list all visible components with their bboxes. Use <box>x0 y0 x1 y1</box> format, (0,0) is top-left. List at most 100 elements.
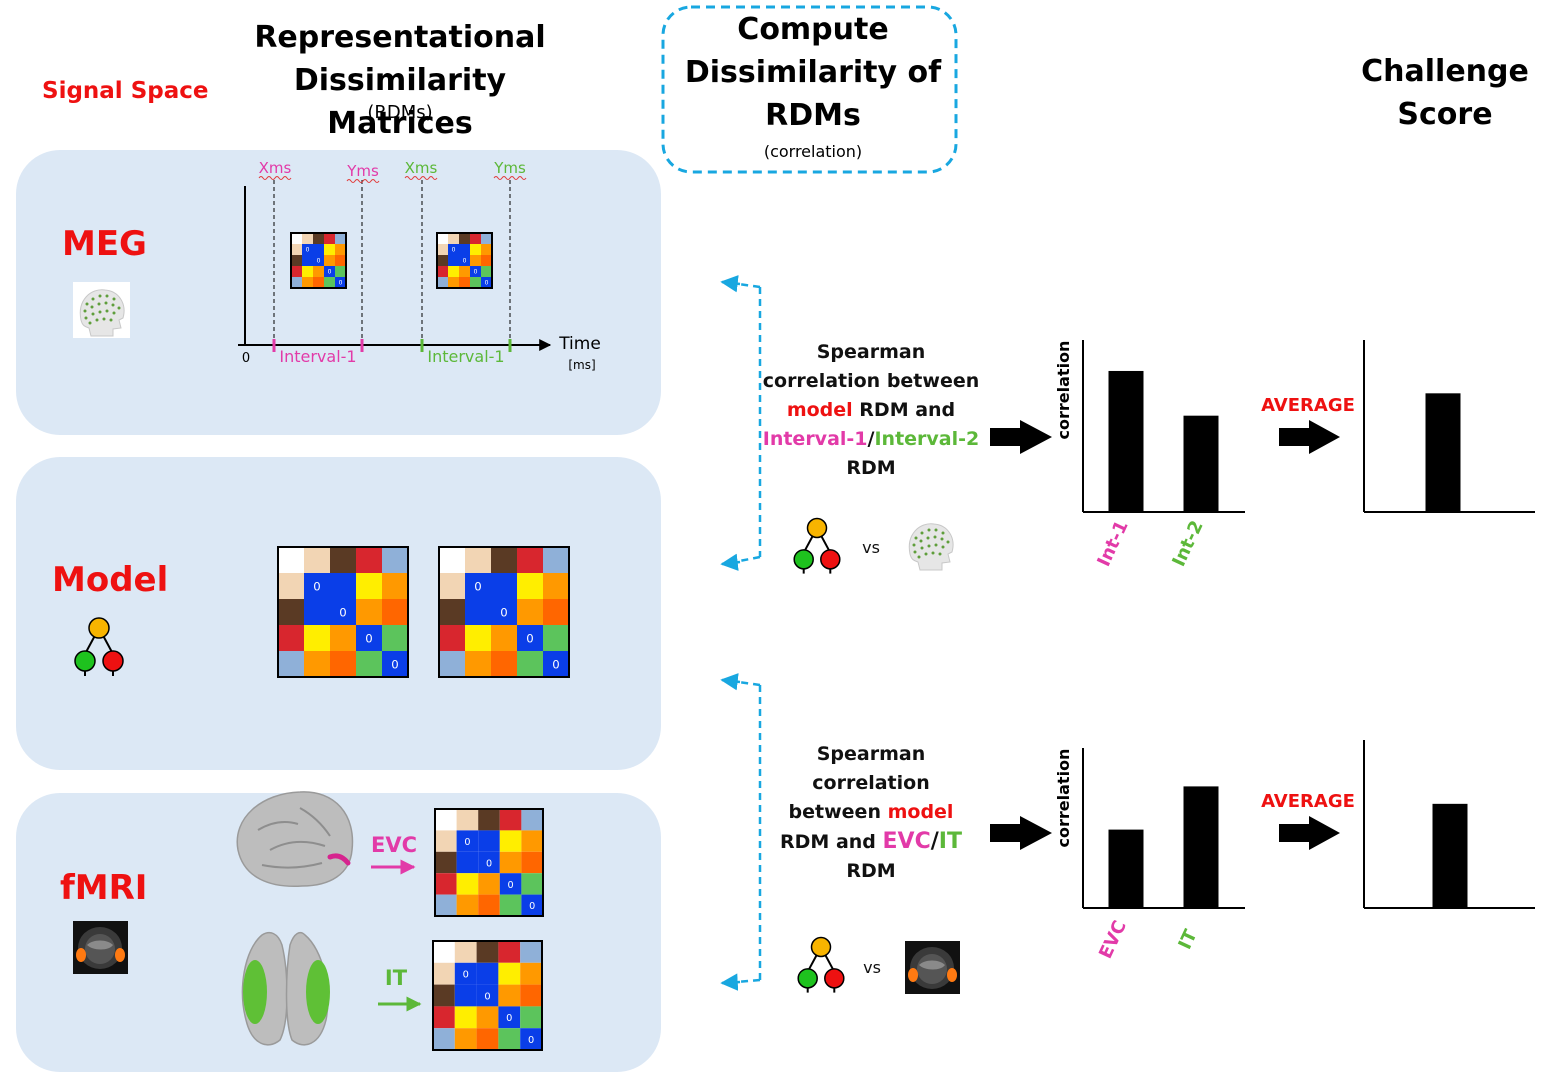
spell-underline <box>404 176 438 180</box>
rdm-cell <box>543 651 569 677</box>
bar-chart-meg: Int-1 Int-2 correlation <box>1054 340 1245 570</box>
rdm-cell <box>499 894 522 916</box>
rdm-thumbnail <box>543 547 569 573</box>
rdm-cell <box>499 830 522 852</box>
rdm-cell <box>478 873 500 895</box>
rdm-cell <box>543 599 569 625</box>
rdm-cell <box>304 599 330 625</box>
rdm-cell <box>448 244 459 255</box>
rdm-thumbnail <box>291 277 302 288</box>
rdm-cell <box>459 244 470 255</box>
rdm-cell <box>476 962 499 985</box>
rdm-cell <box>313 266 324 277</box>
rdm-thumbnail <box>382 547 408 573</box>
compute-title-line-1: Compute <box>737 12 889 47</box>
rdm-cell <box>498 1006 521 1029</box>
tree-right-node <box>102 650 124 672</box>
rdm-cell <box>304 625 330 651</box>
chart-bar <box>1183 415 1219 512</box>
tree-left-node <box>793 549 814 570</box>
between-word: between <box>788 801 888 823</box>
rdm-cell <box>382 599 408 625</box>
rdm-cell <box>459 255 470 266</box>
rdm-thumbnail <box>439 625 465 651</box>
chart-bar <box>1108 829 1144 908</box>
rdm-thumbnail <box>476 941 499 963</box>
rdm-cell <box>478 830 500 852</box>
rdm-cell <box>454 984 477 1007</box>
rdm-thumbnail <box>517 547 543 573</box>
rdm-cell <box>324 244 335 255</box>
rdm-cell <box>521 894 543 916</box>
rdm-cell <box>491 651 517 677</box>
rdm-cell <box>356 651 382 677</box>
fmri-rdm-evc: 0 0 0 0 <box>434 808 544 917</box>
rdm-thumbnail <box>498 941 521 963</box>
chart-category-label: IT <box>1174 926 1201 953</box>
comparison2-text: Spearman correlation between model RDM a… <box>760 740 982 886</box>
connector-arrow-1 <box>723 280 762 566</box>
connector-head <box>720 973 741 991</box>
rdm-cell <box>517 599 543 625</box>
rdm-and: RDM and <box>780 831 883 853</box>
meg-label: MEG <box>62 224 147 264</box>
it-label: IT <box>385 966 408 990</box>
spell-underline <box>493 176 527 180</box>
rdm-thumbnail <box>291 266 302 277</box>
tree-right-node <box>820 549 841 570</box>
rdm-thumbnail <box>437 277 448 288</box>
rdm-diagonal-zero: 0 <box>474 580 481 594</box>
rdm-diagonal-zero: 0 <box>474 268 478 275</box>
bar-chart-meg-average <box>1363 340 1535 513</box>
comparison1-tree-icon <box>793 517 841 574</box>
rdm-thumbnail <box>459 233 470 244</box>
evc-label: EVC <box>371 833 417 857</box>
rdm-border <box>432 940 543 1051</box>
tree-left-node <box>74 650 96 672</box>
rdm-cell <box>478 851 500 874</box>
rdm-border <box>277 546 409 678</box>
rdm-thumbnail <box>313 233 324 244</box>
rdm-diagonal-zero: 0 <box>464 837 470 848</box>
model-tree-icon <box>74 617 124 676</box>
compute-title-line-2: Dissimilarity of <box>684 55 942 90</box>
rdm-thumbnail <box>356 547 382 573</box>
rdm-diagonal-zero: 0 <box>328 268 332 275</box>
compute-subtitle: (correlation) <box>763 142 863 161</box>
rdm-cell <box>465 573 491 599</box>
rdm-thumbnail <box>278 599 304 625</box>
challenge-title-line-2: Score <box>1397 97 1493 132</box>
interval-2-label: Interval-1 <box>427 347 504 366</box>
rdm-thumbnail <box>278 651 304 677</box>
comparison2-line-4: RDM and EVC/IT <box>760 827 982 857</box>
brain-ventral-view-icon <box>241 932 330 1046</box>
rdm-diagonal-zero: 0 <box>313 580 320 594</box>
tick-label-x2: Xms <box>405 159 438 177</box>
rdm-thumbnail <box>291 244 302 255</box>
axis-zero-label: 0 <box>242 351 250 366</box>
rdm-diagonal-zero: 0 <box>486 858 492 869</box>
rdm-cell <box>476 984 499 1007</box>
connector-arrow-2 <box>723 678 762 985</box>
challenge-score-title: Challenge Score <box>1340 50 1550 136</box>
rdm-cell <box>324 277 335 288</box>
comparison1-line-5: RDM <box>846 457 896 479</box>
rdm-diagonal-zero: 0 <box>391 658 398 672</box>
rdm-cell <box>520 1006 542 1029</box>
bar-chart-fmri-average <box>1363 740 1535 909</box>
rdm-thumbnail <box>433 984 455 1007</box>
rdm-thumbnail <box>435 851 457 874</box>
rdm-cell <box>498 984 521 1007</box>
tree-left-node <box>797 968 818 989</box>
rdm-cell <box>543 573 569 599</box>
rdm-thumbnail <box>433 962 455 985</box>
rdm-thumbnail <box>499 809 522 831</box>
block-arrow-2 <box>1279 420 1340 454</box>
rdm-thumbnail <box>491 547 517 573</box>
rdm-thumbnail <box>437 255 448 266</box>
spell-underline <box>258 176 292 180</box>
rdm-cell <box>302 266 313 277</box>
rdm-cell <box>356 573 382 599</box>
rdm-cell <box>448 266 459 277</box>
tick-label-y1: Yms <box>346 162 379 180</box>
